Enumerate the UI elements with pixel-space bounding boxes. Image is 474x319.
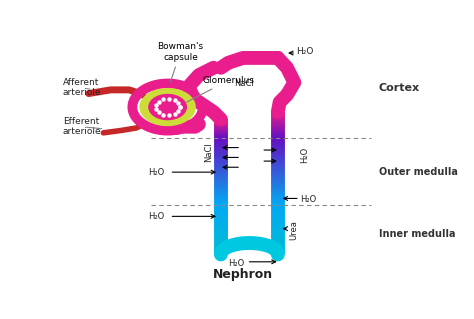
Text: H₂O: H₂O bbox=[300, 147, 309, 163]
Text: BYJU'S: BYJU'S bbox=[413, 12, 448, 22]
Text: Outer medulla: Outer medulla bbox=[379, 167, 458, 176]
Text: NaCl: NaCl bbox=[234, 79, 254, 88]
Text: H₂O: H₂O bbox=[148, 168, 164, 177]
Text: Efferent
arteriole: Efferent arteriole bbox=[63, 117, 101, 137]
Text: The Learning App: The Learning App bbox=[406, 31, 455, 36]
Text: H₂O: H₂O bbox=[228, 258, 245, 268]
Text: Nephron: Nephron bbox=[213, 268, 273, 281]
Circle shape bbox=[149, 94, 186, 120]
Text: Cortex: Cortex bbox=[379, 83, 420, 93]
Text: H₂O: H₂O bbox=[148, 212, 164, 221]
Circle shape bbox=[140, 89, 195, 125]
Text: H₂O: H₂O bbox=[296, 47, 314, 56]
Text: Afferent
arteriole: Afferent arteriole bbox=[63, 78, 101, 97]
Text: b: b bbox=[375, 17, 383, 30]
Text: Glomerulus: Glomerulus bbox=[187, 76, 255, 102]
Text: Inner medulla: Inner medulla bbox=[379, 228, 456, 239]
Text: Urea: Urea bbox=[289, 220, 298, 240]
Text: NaCl: NaCl bbox=[204, 143, 213, 162]
Text: H₂O: H₂O bbox=[300, 195, 316, 204]
Text: Bowman's
capsule: Bowman's capsule bbox=[157, 42, 203, 82]
